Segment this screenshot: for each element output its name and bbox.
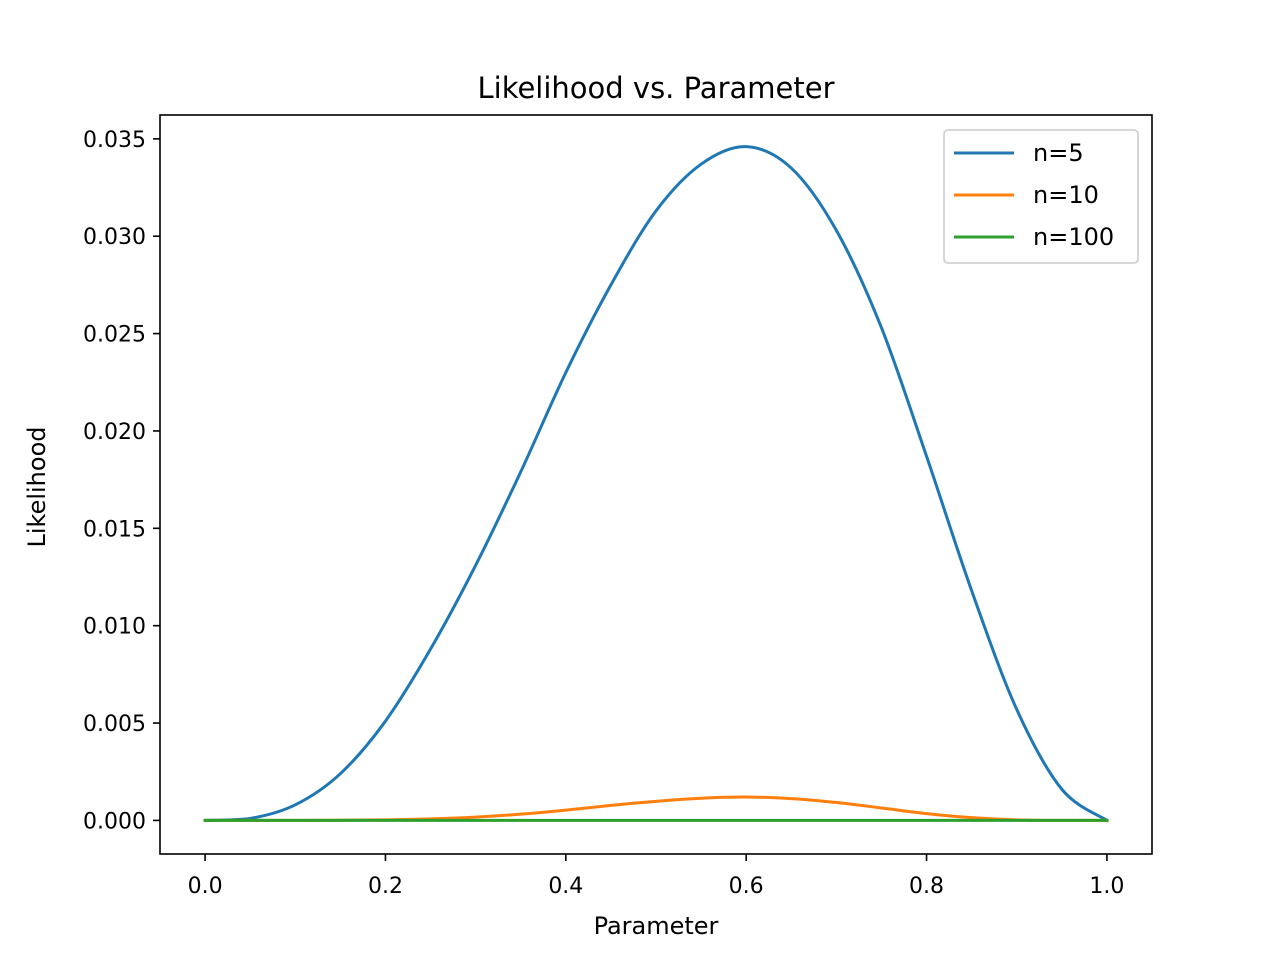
x-tick-label: 0.8 <box>909 874 944 899</box>
x-tick-label: 1.0 <box>1089 874 1124 899</box>
y-tick-label: 0.005 <box>83 712 146 737</box>
y-tick-label: 0.010 <box>83 615 146 640</box>
x-tick-label: 0.2 <box>368 874 403 899</box>
x-tick-label: 0.4 <box>548 874 583 899</box>
x-axis: 0.0 0.2 0.4 0.6 0.8 1.0 <box>188 854 1124 899</box>
y-tick-label: 0.020 <box>83 420 146 445</box>
y-axis-label: Likelihood <box>23 427 51 548</box>
legend: n=5 n=10 n=100 <box>943 129 1139 264</box>
legend-label: n=10 <box>1033 181 1099 209</box>
y-tick-label: 0.015 <box>83 517 146 542</box>
x-axis-label: Parameter <box>594 912 719 940</box>
legend-box <box>943 129 1139 264</box>
y-tick-label: 0.035 <box>83 128 146 153</box>
plot-border <box>159 114 1153 855</box>
legend-label: n=100 <box>1033 223 1114 251</box>
x-tick-label: 0.6 <box>729 874 764 899</box>
chart-title: Likelihood vs. Parameter <box>477 71 834 105</box>
y-axis: 0.000 0.005 0.010 0.015 0.020 0.025 0.030 0.035 <box>83 128 160 834</box>
legend-label: n=5 <box>1033 139 1084 167</box>
y-tick-label: 0.030 <box>83 225 146 250</box>
y-tick-label: 0.000 <box>83 809 146 834</box>
x-tick-label: 0.0 <box>188 874 223 899</box>
series-line-n-5 <box>203 145 1109 823</box>
series-layer <box>203 145 1109 823</box>
y-tick-label: 0.025 <box>83 323 146 348</box>
